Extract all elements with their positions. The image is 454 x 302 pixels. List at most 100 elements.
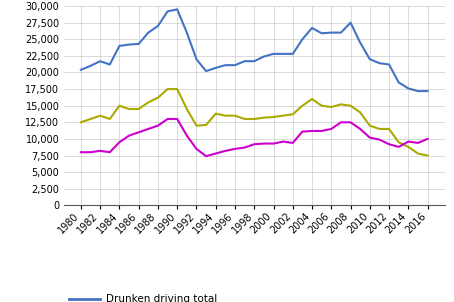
Drunken driving — [184, 134, 190, 137]
Drunken driving — [232, 147, 238, 151]
Drunken driving — [357, 127, 363, 131]
Line: Drunken driving: Drunken driving — [81, 119, 428, 156]
Drunken driving — [126, 134, 132, 137]
Drunken driving total — [136, 42, 141, 46]
Aggravated drunken driving — [348, 104, 353, 108]
Drunken driving — [348, 120, 353, 124]
Aggravated drunken driving — [126, 107, 132, 111]
Aggravated drunken driving — [261, 116, 266, 120]
Drunken driving total — [319, 31, 324, 35]
Drunken driving — [78, 150, 84, 154]
Drunken driving — [300, 130, 305, 133]
Aggravated drunken driving — [271, 115, 276, 119]
Drunken driving — [252, 143, 257, 146]
Drunken driving total — [174, 8, 180, 11]
Aggravated drunken driving — [290, 113, 296, 116]
Drunken driving total — [88, 64, 93, 68]
Drunken driving — [146, 127, 151, 131]
Drunken driving total — [261, 55, 266, 58]
Drunken driving total — [386, 63, 392, 66]
Legend: Drunken driving total, Aggravated drunken driving, Drunken driving: Drunken driving total, Aggravated drunke… — [69, 294, 253, 302]
Drunken driving — [338, 120, 344, 124]
Aggravated drunken driving — [329, 105, 334, 109]
Drunken driving — [213, 152, 218, 155]
Aggravated drunken driving — [386, 127, 392, 131]
Drunken driving total — [338, 31, 344, 34]
Aggravated drunken driving — [184, 107, 190, 111]
Drunken driving total — [252, 59, 257, 63]
Drunken driving total — [194, 57, 199, 61]
Drunken driving total — [425, 89, 430, 93]
Drunken driving — [242, 146, 247, 149]
Drunken driving total — [146, 31, 151, 34]
Drunken driving total — [367, 57, 373, 61]
Drunken driving total — [329, 31, 334, 34]
Drunken driving — [377, 138, 382, 141]
Drunken driving — [329, 127, 334, 131]
Drunken driving — [271, 142, 276, 145]
Aggravated drunken driving — [396, 140, 401, 144]
Aggravated drunken driving — [165, 87, 170, 91]
Aggravated drunken driving — [405, 145, 411, 149]
Aggravated drunken driving — [242, 117, 247, 121]
Aggravated drunken driving — [98, 114, 103, 117]
Drunken driving total — [271, 52, 276, 56]
Line: Drunken driving total: Drunken driving total — [81, 9, 428, 91]
Aggravated drunken driving — [377, 127, 382, 131]
Drunken driving — [107, 150, 113, 154]
Aggravated drunken driving — [146, 101, 151, 104]
Drunken driving — [174, 117, 180, 121]
Drunken driving — [155, 124, 161, 127]
Aggravated drunken driving — [107, 117, 113, 121]
Drunken driving — [88, 150, 93, 154]
Drunken driving — [319, 129, 324, 133]
Drunken driving total — [396, 81, 401, 84]
Drunken driving total — [78, 68, 84, 72]
Drunken driving — [165, 117, 170, 121]
Drunken driving — [222, 149, 228, 153]
Aggravated drunken driving — [222, 114, 228, 117]
Drunken driving — [367, 136, 373, 140]
Drunken driving total — [232, 63, 238, 67]
Drunken driving — [425, 137, 430, 141]
Drunken driving total — [222, 63, 228, 67]
Aggravated drunken driving — [252, 117, 257, 121]
Drunken driving total — [184, 31, 190, 34]
Drunken driving total — [203, 69, 209, 73]
Aggravated drunken driving — [78, 120, 84, 124]
Drunken driving total — [107, 63, 113, 66]
Drunken driving — [98, 149, 103, 153]
Drunken driving total — [213, 66, 218, 70]
Drunken driving — [396, 145, 401, 149]
Drunken driving total — [300, 37, 305, 41]
Aggravated drunken driving — [425, 154, 430, 157]
Drunken driving — [117, 140, 122, 144]
Aggravated drunken driving — [155, 96, 161, 100]
Drunken driving — [136, 130, 141, 134]
Drunken driving — [309, 129, 315, 133]
Aggravated drunken driving — [319, 104, 324, 108]
Drunken driving total — [165, 10, 170, 13]
Drunken driving — [194, 147, 199, 151]
Drunken driving — [203, 154, 209, 158]
Drunken driving total — [117, 44, 122, 48]
Aggravated drunken driving — [281, 114, 286, 117]
Drunken driving total — [415, 89, 421, 93]
Aggravated drunken driving — [357, 111, 363, 114]
Drunken driving — [405, 140, 411, 143]
Drunken driving total — [155, 24, 161, 28]
Aggravated drunken driving — [213, 112, 218, 115]
Drunken driving total — [126, 43, 132, 47]
Drunken driving total — [377, 61, 382, 65]
Drunken driving total — [98, 59, 103, 63]
Drunken driving total — [242, 59, 247, 63]
Line: Aggravated drunken driving: Aggravated drunken driving — [81, 89, 428, 156]
Drunken driving total — [405, 87, 411, 90]
Aggravated drunken driving — [117, 104, 122, 108]
Drunken driving total — [281, 52, 286, 56]
Aggravated drunken driving — [88, 117, 93, 121]
Drunken driving — [261, 142, 266, 145]
Aggravated drunken driving — [174, 87, 180, 91]
Aggravated drunken driving — [309, 97, 315, 101]
Aggravated drunken driving — [415, 152, 421, 155]
